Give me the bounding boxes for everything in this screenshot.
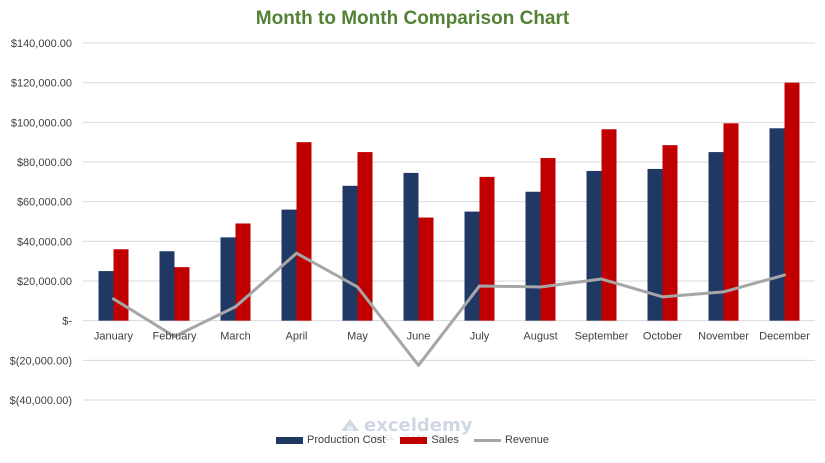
bar-sales <box>540 158 556 321</box>
line-point-revenue <box>661 295 664 299</box>
line-point-revenue <box>234 305 237 309</box>
x-tick-label: February <box>152 331 197 343</box>
y-tick-label: $(40,000.00) <box>10 395 72 407</box>
bar-production-cost <box>464 211 480 321</box>
y-tick-label: $60,000.00 <box>17 197 72 209</box>
x-tick-label: March <box>220 331 251 343</box>
y-tick-label: $120,000.00 <box>11 78 72 90</box>
line-point-revenue <box>722 290 725 294</box>
legend-swatch-sales <box>400 436 428 444</box>
line-point-revenue <box>112 297 115 301</box>
x-tick-label: April <box>285 331 307 343</box>
watermark-icon <box>341 419 359 431</box>
x-tick-label: January <box>94 331 134 343</box>
legend-item-sales: Sales <box>400 434 459 446</box>
y-tick-label: $20,000.00 <box>17 276 72 288</box>
bar-sales <box>784 82 800 321</box>
bar-sales <box>174 267 190 321</box>
line-point-revenue <box>600 277 603 281</box>
x-tick-label: May <box>347 331 368 343</box>
legend-label-sales: Sales <box>431 434 459 447</box>
legend-item-revenue: Revenue <box>473 434 549 447</box>
bar-production-cost <box>769 128 785 321</box>
legend-label-production-cost: Production Cost <box>307 434 386 447</box>
y-tick-label: $100,000.00 <box>11 117 72 129</box>
x-tick-label: December <box>759 331 810 343</box>
bar-production-cost <box>708 152 724 321</box>
line-point-revenue <box>539 285 542 289</box>
y-tick-label: $140,000.00 <box>11 38 72 50</box>
y-tick-label: $80,000.00 <box>17 157 72 169</box>
bar-sales <box>357 152 373 321</box>
bar-production-cost <box>281 209 297 321</box>
y-tick-label: $(20,000.00) <box>10 355 72 367</box>
legend-item-production-cost: Production Cost <box>276 434 385 446</box>
bar-sales <box>662 145 678 321</box>
bar-production-cost <box>525 191 541 321</box>
line-point-revenue <box>295 251 298 255</box>
x-tick-label: September <box>575 331 629 343</box>
legend-label-revenue: Revenue <box>504 434 549 447</box>
bar-sales <box>113 249 129 321</box>
x-tick-label: August <box>523 331 557 343</box>
bar-production-cost <box>403 172 419 321</box>
x-tick-label: October <box>643 331 682 343</box>
bar-production-cost <box>342 185 358 321</box>
bar-production-cost <box>586 170 602 321</box>
bar-sales <box>418 217 434 321</box>
bar-sales <box>601 129 617 321</box>
bar-production-cost <box>159 251 175 321</box>
legend-swatch-production-cost <box>276 436 304 444</box>
line-point-revenue <box>173 335 176 339</box>
legend-swatch-revenue <box>473 438 501 442</box>
line-point-revenue <box>417 363 420 367</box>
chart-title: Month to Month Comparison Chart <box>255 8 570 29</box>
x-tick-label: June <box>407 331 431 343</box>
line-revenue <box>112 251 785 367</box>
y-tick-label: $- <box>62 316 72 328</box>
y-tick-label: $40,000.00 <box>17 236 72 248</box>
watermark-brand: exceldemy <box>364 415 473 436</box>
bar-production-cost <box>220 237 236 321</box>
bar-sales <box>296 142 312 321</box>
bar-production-cost <box>647 168 663 321</box>
x-tick-label: November <box>698 331 749 343</box>
bar-production-cost <box>98 271 114 321</box>
bar-sales <box>723 123 739 321</box>
legend: Production Cost Sales Revenue <box>0 434 825 446</box>
line-point-revenue <box>783 273 786 277</box>
x-tick-label: July <box>470 331 490 343</box>
line-point-revenue <box>356 285 359 289</box>
line-point-revenue <box>478 284 481 288</box>
bar-sales <box>479 176 495 321</box>
